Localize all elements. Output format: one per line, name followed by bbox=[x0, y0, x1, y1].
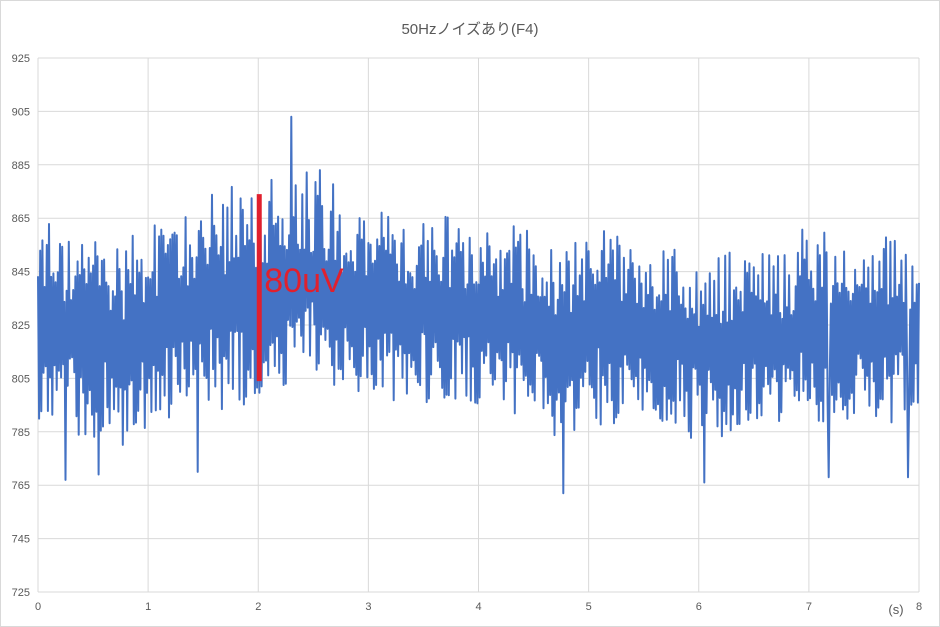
y-tick-label: 765 bbox=[12, 480, 30, 492]
x-tick-label: 3 bbox=[365, 601, 371, 613]
y-tick-label: 745 bbox=[12, 534, 30, 546]
x-tick-label: 1 bbox=[145, 601, 151, 613]
signal-series-line bbox=[37, 115, 920, 495]
y-tick-label: 785 bbox=[12, 427, 30, 439]
x-tick-label: 8 bbox=[916, 601, 922, 613]
annotation-label: 80uV bbox=[264, 262, 344, 300]
x-tick-label: 0 bbox=[35, 601, 41, 613]
y-tick-label: 905 bbox=[12, 106, 30, 118]
y-tick-label: 805 bbox=[12, 373, 30, 385]
y-tick-label: 885 bbox=[12, 160, 30, 172]
x-axis-label: (s) bbox=[888, 602, 903, 617]
y-tick-label: 845 bbox=[12, 267, 30, 279]
y-tick-label: 865 bbox=[12, 213, 30, 225]
x-tick-label: 6 bbox=[696, 601, 702, 613]
chart-title: 50Hzノイズあり(F4) bbox=[401, 21, 539, 38]
x-tick-label: 4 bbox=[475, 601, 481, 613]
x-tick-label: 2 bbox=[255, 601, 261, 613]
y-tick-label: 925 bbox=[12, 53, 30, 65]
y-tick-label: 825 bbox=[12, 320, 30, 332]
x-tick-label: 5 bbox=[586, 601, 592, 613]
y-tick-label: 725 bbox=[12, 587, 30, 599]
x-tick-label: 7 bbox=[806, 601, 812, 613]
